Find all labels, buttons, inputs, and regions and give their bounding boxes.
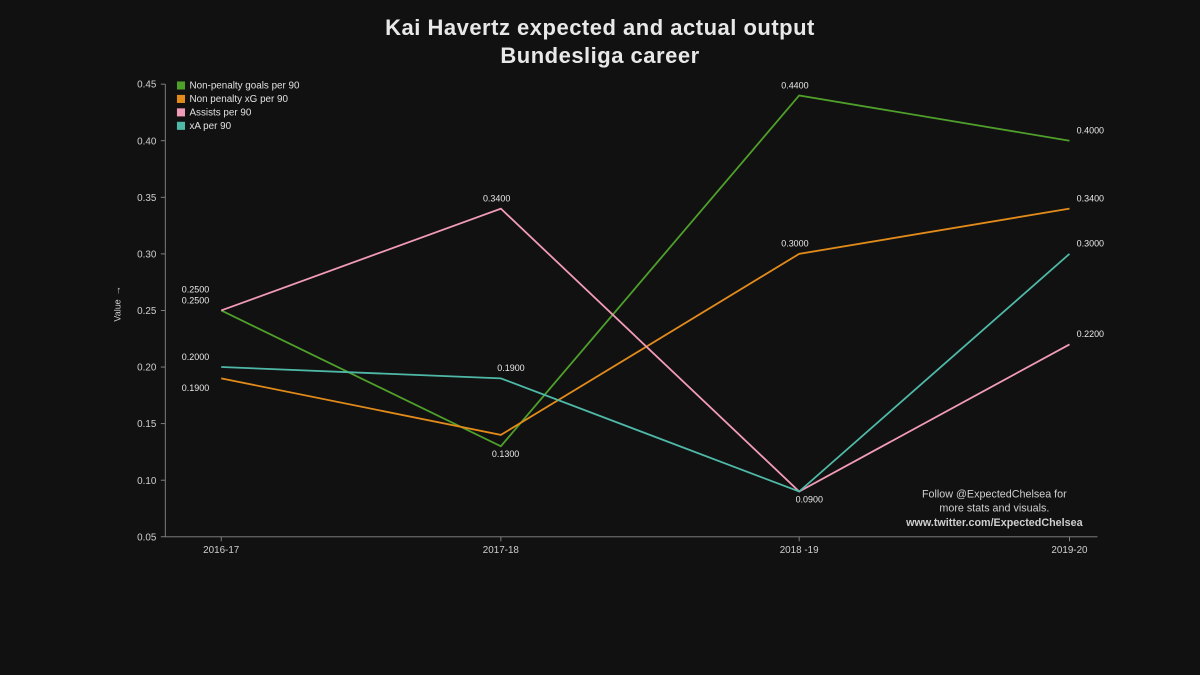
point-label: 0.2000	[182, 352, 209, 362]
legend-swatch	[177, 108, 185, 116]
y-tick-label: 0.25	[137, 306, 157, 317]
point-label: 0.2500	[182, 295, 209, 305]
legend-swatch	[177, 95, 185, 103]
legend-swatch	[177, 122, 185, 130]
line-chart: 0.05 0.10 0.15 0.20 0.25 0.30 0.35 0.40 0.45 Valu…	[0, 0, 1200, 604]
y-tick-label: 0.05	[137, 532, 157, 543]
series-line	[221, 254, 1069, 492]
series-line	[221, 209, 1069, 492]
y-tick-label: 0.45	[137, 80, 157, 91]
legend-label: Assists per 90	[189, 108, 251, 119]
series-line	[221, 209, 1069, 435]
y-tick-label: 0.20	[137, 363, 157, 374]
footer-line: www.twitter.com/ExpectedChelsea	[905, 517, 1083, 529]
footer-line: more stats and visuals.	[939, 503, 1049, 515]
point-label: 0.3000	[781, 239, 808, 249]
y-tick-label: 0.40	[137, 136, 157, 147]
y-tick-label: 0.30	[137, 249, 157, 260]
y-tick-label: 0.15	[137, 419, 157, 430]
point-label: 0.4400	[781, 80, 808, 90]
x-tick-label: 2019-20	[1051, 545, 1088, 556]
point-label: 0.3000	[1077, 239, 1104, 249]
series-line	[221, 95, 1069, 446]
point-label: 0.3400	[1077, 193, 1104, 203]
point-label: 0.2500	[182, 285, 209, 295]
legend-swatch	[177, 81, 185, 89]
point-label: 0.1900	[182, 383, 209, 393]
point-label: 0.4000	[1077, 126, 1104, 136]
point-label: 0.1300	[492, 449, 519, 459]
y-tick-label: 0.35	[137, 193, 157, 204]
y-tick-label: 0.10	[137, 476, 157, 487]
y-axis-label: Value	[112, 299, 122, 321]
footer-line: Follow @ExpectedChelsea for	[922, 488, 1067, 500]
legend-label: Non penalty xG per 90	[189, 94, 288, 105]
x-tick-label: 2017-18	[483, 545, 520, 556]
legend-label: xA per 90	[189, 121, 231, 132]
point-label: 0.2200	[1077, 329, 1104, 339]
point-label: 0.3400	[483, 193, 510, 203]
x-tick-label: 2016-17	[203, 545, 239, 556]
x-tick-label: 2018 -19	[780, 545, 819, 556]
point-label: 0.1900	[497, 363, 524, 373]
legend-label: Non-penalty goals per 90	[189, 81, 300, 92]
point-label: 0.0900	[796, 494, 823, 504]
svg-text:→: →	[112, 286, 123, 296]
